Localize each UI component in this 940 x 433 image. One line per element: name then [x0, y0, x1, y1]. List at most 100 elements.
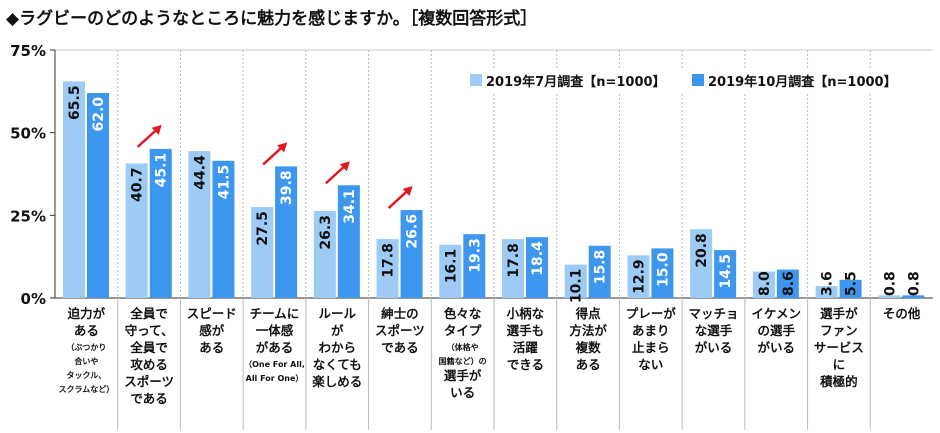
legend-swatch-october — [692, 74, 704, 86]
category-label: （One For All, — [244, 359, 305, 369]
bar-october — [149, 148, 172, 298]
data-label: 41.5 — [216, 165, 232, 200]
category-label: 選手も — [507, 323, 545, 338]
category-label: ある — [74, 323, 99, 338]
category-label: 感が — [199, 323, 225, 338]
category-label: マッチョ — [688, 306, 738, 321]
bar-july — [627, 255, 650, 298]
bar-july — [752, 271, 775, 298]
category-label: 紳士の — [381, 306, 419, 321]
bar-july — [125, 163, 148, 298]
data-label: 34.1 — [342, 189, 358, 224]
category-label: タックル、 — [66, 370, 106, 380]
category-label: 全員で — [129, 340, 168, 355]
category-label: できる — [507, 357, 544, 372]
chart-title: ◆ラグビーのどのようなところに魅力を感じますか。［複数回答形式］ — [6, 8, 537, 29]
category-label: ある — [199, 340, 224, 355]
data-label: 5.5 — [844, 271, 860, 296]
arrowhead-icon — [339, 161, 350, 172]
category-label: 積極的 — [819, 374, 858, 389]
category-label: イケメン — [751, 306, 801, 321]
bar-october — [651, 248, 674, 298]
category-label: （体格や — [447, 342, 479, 352]
arrowhead-icon — [402, 186, 413, 197]
category-label: All For One） — [246, 373, 304, 383]
bar-july — [878, 295, 901, 298]
data-label: 27.5 — [255, 211, 271, 246]
bar-october — [839, 279, 862, 298]
bar-october — [588, 245, 611, 298]
category-label: がいる — [695, 340, 733, 355]
y-tick-label: 50% — [10, 125, 46, 143]
category-label: 選手が — [444, 368, 482, 383]
data-label: 16.1 — [443, 249, 459, 284]
category-label: 色々な — [444, 306, 482, 321]
category-label: 選手が — [820, 306, 858, 321]
data-label: 39.8 — [279, 170, 295, 205]
category-label: である — [130, 391, 167, 406]
category-label: スピード — [187, 306, 237, 321]
data-label: 44.4 — [192, 155, 208, 190]
category-label: いる — [450, 385, 475, 400]
category-label: ある — [576, 357, 601, 372]
y-tick-label: 75% — [10, 42, 46, 60]
category-label: スポーツ — [375, 323, 425, 338]
category-label: 方法が — [569, 323, 607, 338]
category-label: その他 — [883, 306, 921, 321]
data-label: 62.0 — [91, 97, 107, 132]
legend: 2019年7月調査【n=1000】 2019年10月調査【n=1000】 — [460, 68, 920, 94]
bar-july — [376, 239, 399, 298]
data-label: 45.1 — [154, 153, 170, 188]
data-label: 15.8 — [593, 250, 609, 285]
data-label: 15.0 — [655, 252, 671, 287]
bar-july — [439, 244, 462, 298]
bar-july — [188, 151, 211, 298]
category-label: 攻める — [130, 357, 168, 372]
category-label: （ぶつかり — [66, 342, 106, 352]
bar-october — [87, 92, 109, 298]
bar-october — [463, 234, 486, 298]
legend-label-july: 2019年7月調査【n=1000】 — [486, 74, 666, 90]
data-label: 18.4 — [530, 241, 546, 276]
category-label: 守って、 — [125, 323, 174, 338]
legend-label-october: 2019年10月調査【n=1000】 — [708, 74, 897, 90]
category-label: あまり — [632, 323, 670, 338]
category-label: な選手 — [695, 323, 733, 338]
bar-july — [564, 264, 587, 298]
bar-october — [526, 237, 548, 298]
data-label: 10.1 — [569, 269, 585, 304]
category-label: スクラムなど） — [58, 384, 114, 394]
arrowhead-icon — [277, 142, 288, 153]
data-label: 8.0 — [757, 271, 773, 296]
data-label: 0.8 — [906, 271, 922, 296]
y-tick-label: 25% — [10, 207, 46, 225]
category-label: なくても — [313, 357, 362, 372]
bar-july — [313, 211, 336, 298]
category-label: わから — [318, 340, 356, 355]
bar-july — [502, 239, 524, 298]
bar-july — [815, 286, 838, 298]
category-label: 全員で — [129, 306, 168, 321]
category-label: がある — [256, 340, 294, 355]
bar-october — [337, 185, 360, 298]
category-label: 複数 — [575, 340, 602, 355]
bar-october — [902, 295, 925, 298]
legend-swatch-july — [470, 74, 482, 86]
category-label: 小柄な — [506, 306, 545, 321]
category-label: ない — [638, 357, 663, 372]
category-label: タイプ — [444, 323, 482, 338]
bar-october — [400, 210, 423, 298]
bar-july — [63, 81, 85, 298]
category-label: 国籍など）の — [439, 356, 487, 366]
bar-october — [275, 166, 298, 298]
arrowhead-icon — [151, 124, 162, 135]
category-label: プレーが — [626, 306, 677, 321]
category-label: サービス — [814, 340, 864, 355]
category-label: の選手 — [757, 323, 795, 338]
data-label: 26.3 — [318, 215, 334, 250]
category-label: 合いや — [73, 356, 98, 366]
category-label: 得点 — [575, 306, 602, 321]
data-label: 8.6 — [781, 271, 797, 296]
data-label: 14.5 — [718, 254, 734, 289]
